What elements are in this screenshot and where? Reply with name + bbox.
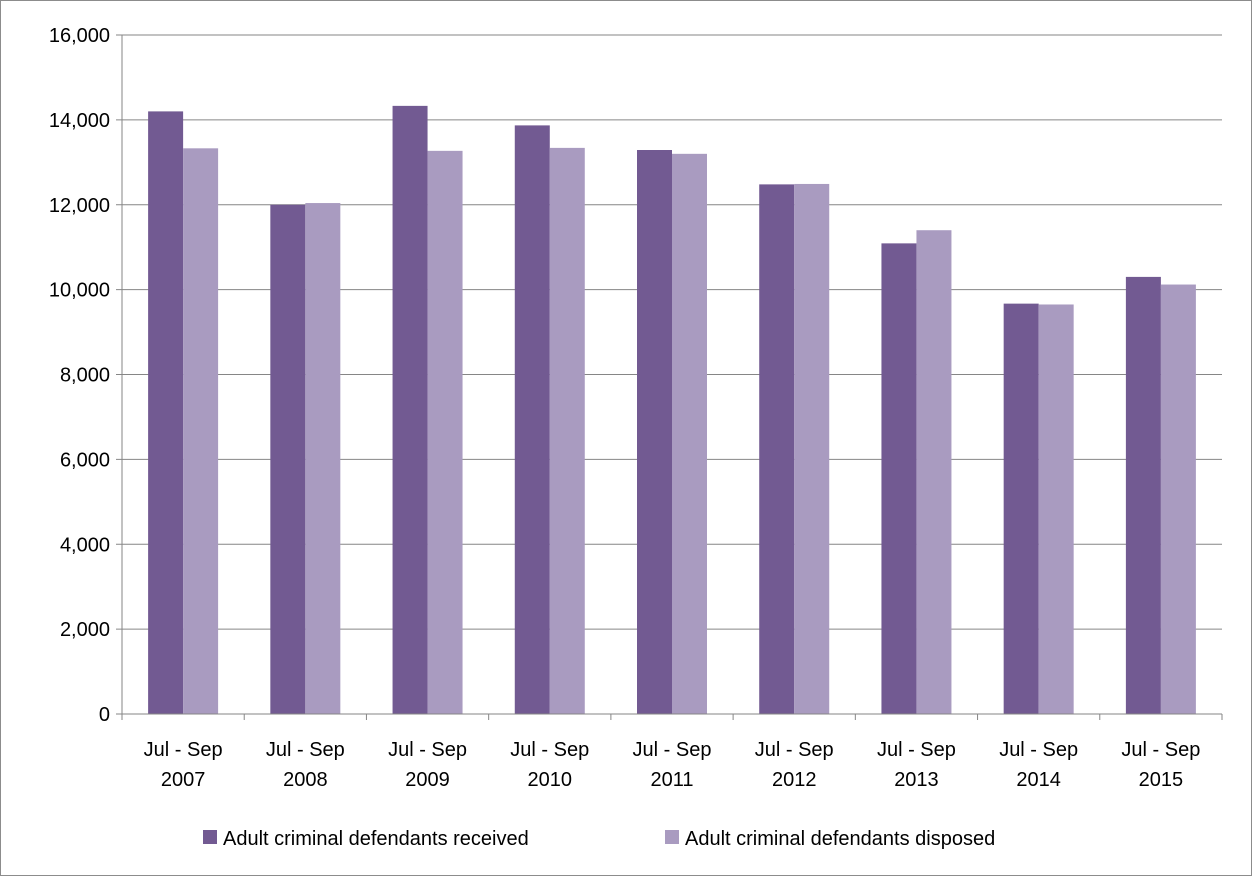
y-tick-labels: 0 2,000 4,000 6,000 8,000 10,000 12,000 14,000 1… [49, 25, 110, 726]
y-tick-label: 4,000 [60, 534, 110, 556]
y-tick-label: 16,000 [49, 25, 110, 47]
x-tick-label: 2014 [1016, 769, 1061, 791]
x-tick-label: 2007 [161, 769, 206, 791]
bar-received [392, 105, 428, 715]
bar-received [270, 204, 306, 714]
x-tick-label: Jul - Sep [266, 739, 345, 761]
bars [148, 105, 1196, 715]
x-tick-label: 2013 [894, 769, 939, 791]
x-tick-label: Jul - Sep [633, 739, 712, 761]
bar-received [148, 111, 184, 714]
x-tick-label: Jul - Sep [755, 739, 834, 761]
axes [116, 34, 1223, 720]
bar-disposed [1038, 304, 1074, 714]
bar-disposed [1160, 284, 1196, 714]
legend-label: Adult criminal defendants disposed [685, 828, 995, 850]
bar-disposed [183, 148, 219, 715]
x-tick-label: Jul - Sep [1121, 739, 1200, 761]
x-tick-label: Jul - Sep [388, 739, 467, 761]
y-tick-label: 12,000 [49, 195, 110, 217]
x-tick-labels: Jul - Sep 2007 Jul - Sep 2008 Jul - Sep 2009 J… [144, 739, 1201, 791]
y-tick-label: 14,000 [49, 110, 110, 132]
y-tick-label: 10,000 [49, 280, 110, 302]
bar-received [1003, 303, 1039, 714]
bar-received [1125, 276, 1161, 714]
bar-disposed [794, 183, 830, 714]
x-tick-label: 2008 [283, 769, 328, 791]
bar-disposed [427, 150, 463, 714]
y-tick-label: 0 [99, 704, 110, 726]
bar-received [514, 125, 550, 715]
y-tick-label: 2,000 [60, 619, 110, 641]
x-tick-label: 2015 [1139, 769, 1184, 791]
x-tick-label: 2011 [650, 769, 693, 791]
bar-received [881, 243, 917, 715]
x-tick-label: 2012 [772, 769, 817, 791]
legend-swatch [665, 830, 679, 844]
bar-disposed [305, 203, 341, 715]
bar-disposed [549, 147, 585, 715]
bar-disposed [916, 230, 952, 714]
legend-swatch [203, 830, 217, 844]
x-tick-label: Jul - Sep [877, 739, 956, 761]
legend: Adult criminal defendants received Adult … [203, 828, 995, 850]
x-tick-label: Jul - Sep [999, 739, 1078, 761]
bar-received [759, 184, 795, 714]
x-tick-label: Jul - Sep [510, 739, 589, 761]
bar-disposed [672, 153, 707, 714]
legend-label: Adult criminal defendants received [223, 828, 529, 850]
x-tick-label: Jul - Sep [144, 739, 223, 761]
x-tick-label: 2010 [528, 769, 573, 791]
bar-received [637, 150, 672, 715]
x-tick-label: 2009 [405, 769, 450, 791]
y-tick-label: 6,000 [60, 449, 110, 471]
y-tick-label: 8,000 [60, 365, 110, 387]
